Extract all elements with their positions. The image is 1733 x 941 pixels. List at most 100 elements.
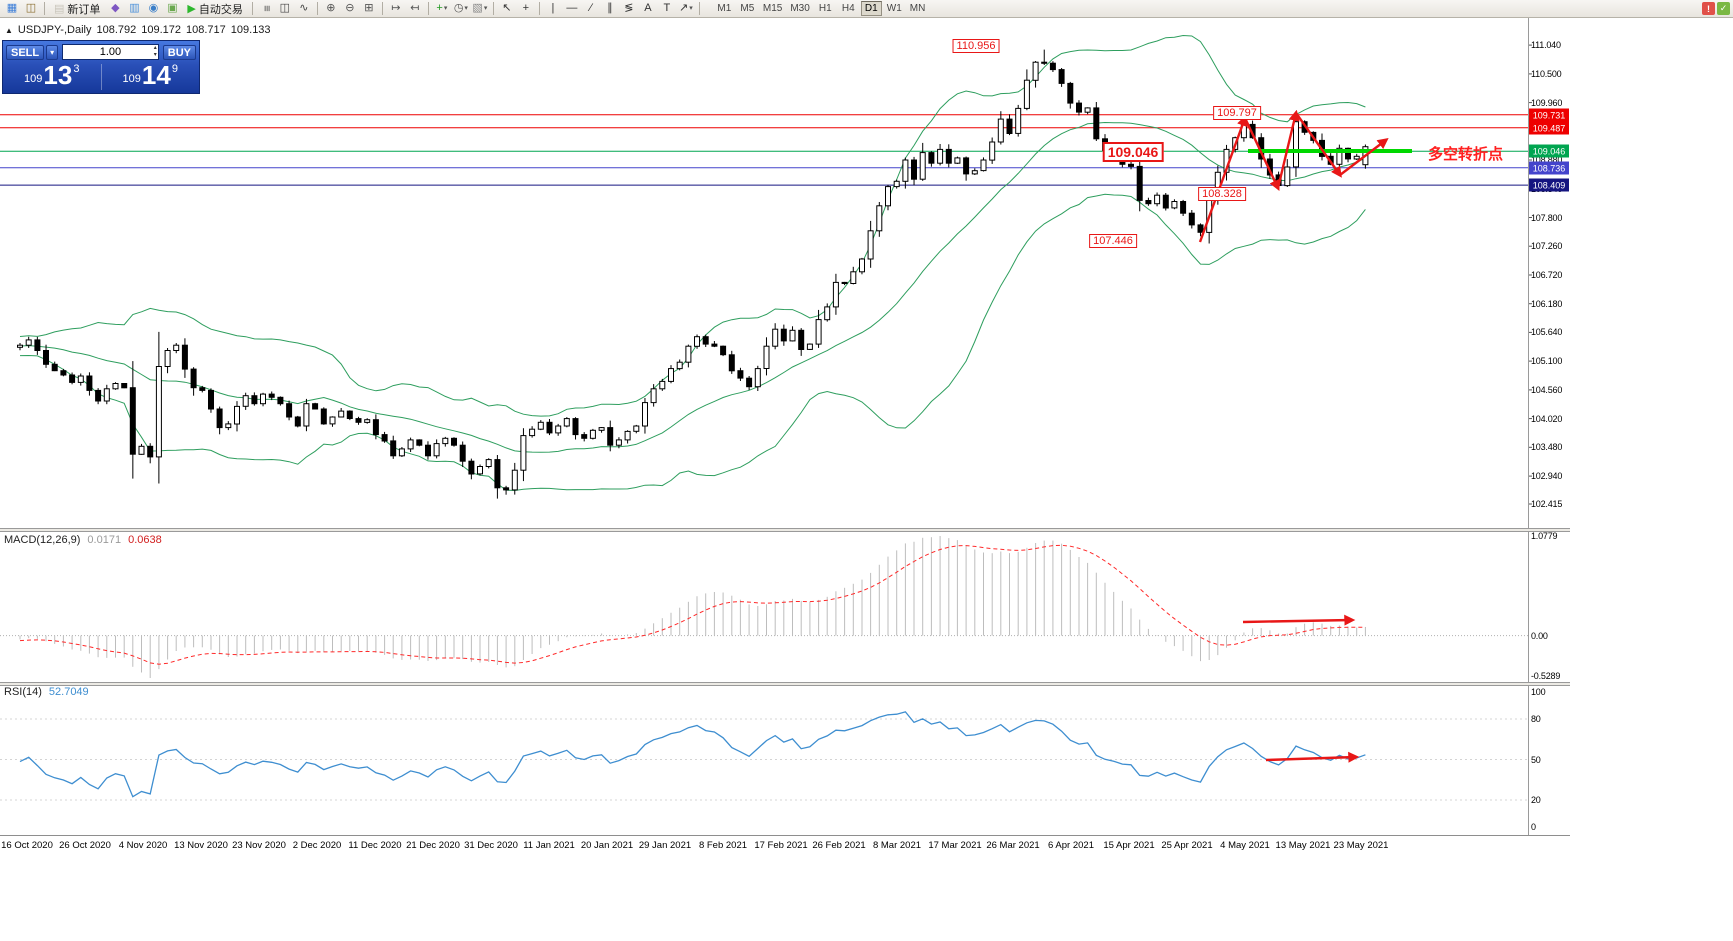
vertical-line-icon[interactable]: | <box>544 1 562 16</box>
periods-glyph: ◷ <box>453 2 464 14</box>
timeframe-button-h4[interactable]: H4 <box>841 3 855 14</box>
candlestick-chart-icon[interactable]: ◫ <box>276 1 294 16</box>
label-icon[interactable]: T <box>658 1 676 16</box>
text-icon[interactable]: A <box>639 1 657 16</box>
news-alert-icon[interactable]: ! <box>1702 2 1715 15</box>
timeframe-button-h1[interactable]: H1 <box>818 3 832 14</box>
timeframe-button-m1[interactable]: M1 <box>717 3 732 14</box>
date-axis-label: 8 Feb 2021 <box>698 840 748 851</box>
navigator-icon[interactable]: ◉ <box>144 1 162 16</box>
price-annotation-107.446[interactable]: 107.446 <box>1089 234 1137 248</box>
panel-separator[interactable] <box>0 682 1570 686</box>
date-axis-label: 23 May 2021 <box>1333 840 1389 851</box>
price-annotation-109.046[interactable]: 109.046 <box>1102 142 1164 162</box>
buy-button[interactable]: BUY <box>162 44 196 60</box>
zoom-in-icon-glyph: ⊕ <box>326 2 336 14</box>
channel-icon[interactable]: ∥ <box>601 1 619 16</box>
price-line-badge: 109.487 <box>1529 121 1569 135</box>
price-axis-border <box>1528 18 1529 835</box>
crosshair-icon[interactable]: + <box>517 1 535 16</box>
lot-size-input[interactable]: 1.00 ▴ ▾ <box>62 44 159 60</box>
date-axis-label: 11 Jan 2021 <box>523 840 575 851</box>
tile-windows-icon[interactable]: ⊞ <box>360 1 378 16</box>
chart-window: ▲ USDJPY-,Daily 108.792 109.172 108.717 … <box>0 18 1570 855</box>
arrow-tools-icon-glyph: ↗ <box>679 2 689 14</box>
price-annotation-108.328[interactable]: 108.328 <box>1198 187 1246 201</box>
timeframe-button-mn[interactable]: MN <box>909 3 926 14</box>
timeframe-button-w1[interactable]: W1 <box>886 3 902 14</box>
timeframe-button-d1[interactable]: D1 <box>860 1 882 16</box>
price-annotation-109.797[interactable]: 109.797 <box>1213 106 1261 120</box>
fibonacci-icon-glyph: ≶ <box>624 2 634 14</box>
chart-shift-icon[interactable]: ↤ <box>406 1 424 16</box>
chart-canvas[interactable] <box>0 18 1570 855</box>
ohlc-open: 108.792 <box>96 24 137 36</box>
toolbar-separator <box>538 2 540 15</box>
periods-button[interactable]: ◷ ▾ <box>452 1 470 16</box>
new-chart-icon[interactable]: ▦ <box>3 1 21 16</box>
auto-trading-button-label: 自动交易 <box>198 3 243 16</box>
arrow-tools-icon[interactable]: ↗ ▾ <box>677 1 695 16</box>
sell-button[interactable]: SELL <box>6 44 45 60</box>
price-line-badge: 109.046 <box>1529 144 1569 158</box>
ohlc-bars-icon[interactable]: ≡ <box>257 1 275 16</box>
timeframe-toolbar: M1 M5 M15 M30 H1 H4 D1 W1 MN <box>714 1 928 16</box>
date-axis-label: 17 Feb 2021 <box>754 840 808 851</box>
timeframe-button-m5[interactable]: M5 <box>740 3 755 14</box>
macd-label: MACD(12,26,9) 0.0171 0.0638 <box>4 534 162 546</box>
line-chart-icon[interactable]: ∿ <box>295 1 313 16</box>
cursor-icon[interactable]: ↖ <box>498 1 516 16</box>
sell-price-prefix: 109 <box>24 73 43 85</box>
fibonacci-icon[interactable]: ≶ <box>620 1 638 16</box>
horizontal-line-icon-glyph: ― <box>566 2 578 14</box>
market-watch-icon[interactable]: ▥ <box>125 1 143 16</box>
top-toolbar: ▦ ◫ ▤ 新订单 ◆ ▥ ◉ ▣ ▶ 自动交易 ≡ ◫ ∿ ⊕ ⊖ ⊞ ↦ ↤ + ▾ ◷ ▾ ▧ ▾ ↖ + | ― ∕ ∥ ≶ A T ↗ ▾… <box>0 0 1733 18</box>
price-axis-label: 111.040 <box>1531 40 1561 50</box>
lot-increase-button[interactable]: ▴ <box>153 45 157 51</box>
auto-scroll-icon[interactable]: ↦ <box>387 1 405 16</box>
horizontal-line-icon[interactable]: ― <box>563 1 581 16</box>
timeframe-button-m30[interactable]: M30 <box>790 3 810 14</box>
new-order-button[interactable]: ▤ 新订单 <box>49 1 105 16</box>
price-axis-label: 106.180 <box>1531 299 1563 309</box>
toolbar-separator <box>316 2 318 15</box>
trade-options-caret[interactable]: ▾ <box>46 44 59 60</box>
label-icon-glyph: T <box>663 2 671 14</box>
chinese-annotation[interactable]: 多空转折点 <box>1428 146 1504 163</box>
templates-button[interactable]: ▧ ▾ <box>471 1 489 16</box>
price-axis-label: 102.940 <box>1531 471 1563 481</box>
lot-decrease-button[interactable]: ▾ <box>153 52 157 58</box>
buy-price-display[interactable]: 109 14 9 <box>102 62 200 90</box>
metaeditor-icon[interactable]: ◆ <box>106 1 124 16</box>
profiles-icon[interactable]: ◫ <box>22 1 40 16</box>
caret-down-icon: ▾ <box>483 5 488 12</box>
toolbar-separator <box>427 2 429 15</box>
rsi-layer <box>0 711 1528 801</box>
date-axis-label: 6 Apr 2021 <box>1048 840 1094 851</box>
new-chart-icon-glyph: ▦ <box>6 2 18 14</box>
symbol-ohlc-line: ▲ USDJPY-,Daily 108.792 109.172 108.717 … <box>5 24 271 36</box>
toolbar-separator <box>251 2 253 15</box>
panel-separator[interactable] <box>0 528 1570 532</box>
rsi-label: RSI(14) 52.7049 <box>4 686 89 698</box>
date-axis-label: 20 Jan 2021 <box>580 840 634 851</box>
indicators-button[interactable]: + ▾ <box>433 1 451 16</box>
trade-divider <box>100 63 102 90</box>
sell-price-display[interactable]: 109 13 3 <box>3 62 101 90</box>
navigator-icon-glyph: ◉ <box>148 2 159 14</box>
date-axis-label: 17 Mar 2021 <box>928 840 982 851</box>
community-icon[interactable]: ✓ <box>1717 2 1730 15</box>
candles-layer <box>17 49 1369 499</box>
macd-signal-value: 0.0638 <box>128 534 162 546</box>
trendline-icon[interactable]: ∕ <box>582 1 600 16</box>
terminal-icon[interactable]: ▣ <box>163 1 181 16</box>
annotations-layer <box>26 44 1532 839</box>
price-annotation-110.956[interactable]: 110.956 <box>952 39 1000 53</box>
profiles-icon-glyph: ◫ <box>25 2 37 14</box>
timeframe-button-m15[interactable]: M15 <box>762 3 783 14</box>
zoom-in-icon[interactable]: ⊕ <box>322 1 340 16</box>
auto-trading-button[interactable]: ▶ 自动交易 <box>182 1 247 16</box>
caret-down-icon: ▾ <box>689 5 693 12</box>
zoom-out-icon[interactable]: ⊖ <box>341 1 359 16</box>
price-line-badge: 108.736 <box>1529 161 1569 175</box>
